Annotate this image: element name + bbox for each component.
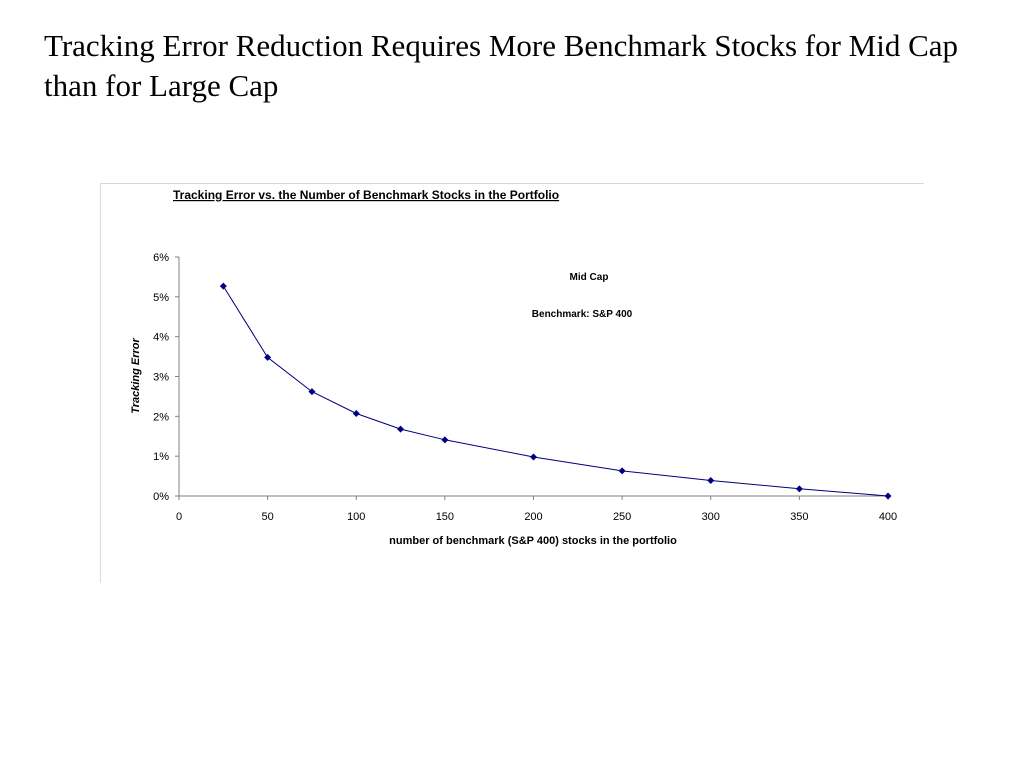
data-point-marker [264, 353, 272, 361]
y-tick-label: 5% [153, 292, 169, 304]
y-tick-label: 6% [153, 252, 169, 264]
data-point-marker [707, 476, 715, 484]
axis-ticks: 0 50 100 150 200 250 300 350 400 0% 1% 2% 3% 4% 5% 6% [153, 252, 897, 523]
data-point-marker [308, 388, 316, 396]
y-tick-label: 3% [153, 372, 169, 384]
data-point-marker [219, 282, 227, 290]
series-markers [219, 282, 892, 500]
x-tick-label: 400 [879, 511, 897, 523]
annotation-mid-cap: Mid Cap [570, 272, 609, 283]
data-point-marker [884, 492, 892, 500]
slide-title: Tracking Error Reduction Requires More B… [44, 28, 959, 103]
y-tick-label: 2% [153, 411, 169, 423]
x-tick-label: 300 [702, 511, 720, 523]
y-tick-label: 1% [153, 451, 169, 463]
x-tick-label: 50 [262, 511, 274, 523]
x-tick-label: 0 [176, 511, 182, 523]
x-axis-label: number of benchmark (S&P 400) stocks in … [389, 535, 677, 547]
data-point-marker [795, 485, 803, 493]
x-tick-label: 250 [613, 511, 631, 523]
chart-frame: Tracking Error vs. the Number of Benchma… [100, 183, 924, 583]
annotation-benchmark: Benchmark: S&P 400 [532, 309, 633, 320]
x-tick-label: 100 [347, 511, 365, 523]
y-axis-label: Tracking Error [130, 337, 142, 413]
data-point-marker [618, 467, 626, 475]
data-point-marker [397, 425, 405, 433]
data-point-marker [530, 453, 537, 461]
y-tick-label: 0% [153, 491, 169, 503]
x-tick-label: 200 [524, 511, 542, 523]
data-point-marker [441, 436, 449, 444]
x-tick-label: 150 [436, 511, 454, 523]
chart-title: Tracking Error vs. the Number of Benchma… [173, 188, 559, 202]
data-point-marker [352, 410, 360, 418]
line-chart: Tracking Error vs. the Number of Benchma… [130, 188, 897, 547]
x-tick-label: 350 [790, 511, 808, 523]
y-tick-label: 4% [153, 332, 169, 344]
